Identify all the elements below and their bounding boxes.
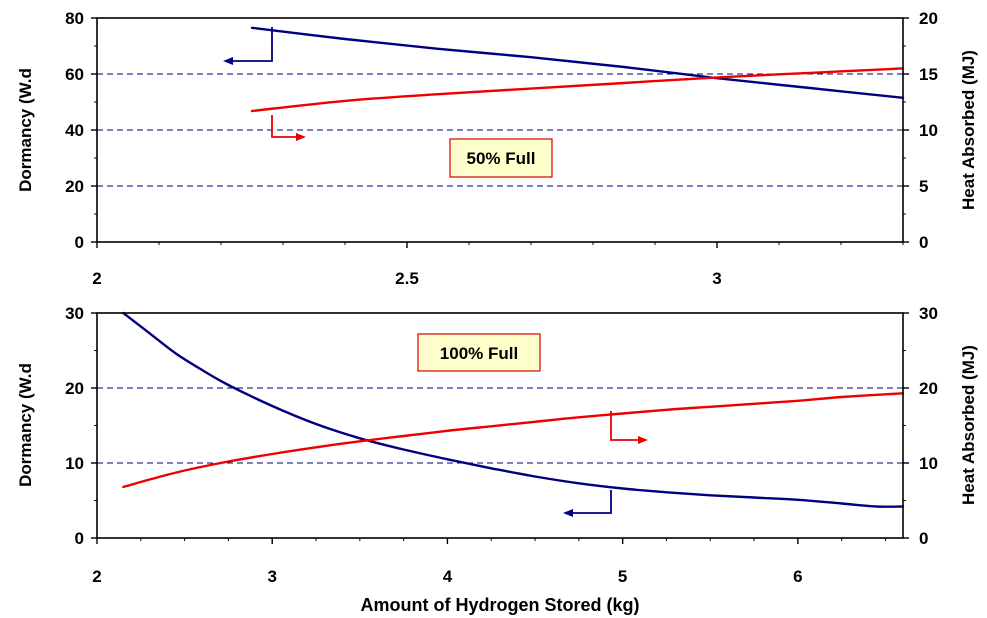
heat-absorbed-line-top	[250, 67, 905, 113]
right-tick-label-0: 0	[919, 529, 928, 548]
right-tick-label-3: 30	[919, 304, 938, 323]
bottom-annotation-text: 100% Full	[440, 344, 518, 363]
left-tick-label-4: 80	[65, 9, 84, 28]
bottom-x-axis-label: Amount of Hydrogen Stored (kg)	[361, 595, 640, 615]
bottom-annotation-frame	[417, 333, 541, 372]
x-tick-label-0: 2	[92, 567, 101, 586]
x-tick-label-3: 5	[618, 567, 627, 586]
left-tick-label-0: 0	[75, 529, 84, 548]
top-tick-labels: 0 20 40 60 80 0 5 10 15 20 2 2.5 3	[65, 9, 938, 288]
top-right-axis-label: Heat Absorbed (MJ)	[959, 50, 978, 210]
bottom-chart: 0 10 20 30 0 10 20 30 2 3 4 5 6 Dormancy (W.d Heat A…	[16, 304, 978, 615]
top-axis-ticks	[91, 17, 909, 248]
right-tick-label-2: 20	[919, 379, 938, 398]
left-tick-label-1: 10	[65, 454, 84, 473]
bottom-left-axis-arrow	[563, 490, 612, 517]
left-tick-label-2: 40	[65, 121, 84, 140]
bottom-annotation-box: 100% Full	[417, 333, 541, 372]
right-tick-label-3: 15	[919, 65, 938, 84]
bottom-series-layer	[122, 311, 905, 508]
left-tick-label-1: 20	[65, 177, 84, 196]
left-tick-label-0: 0	[75, 233, 84, 252]
x-tick-label-4: 6	[793, 567, 802, 586]
x-tick-label-2: 4	[443, 567, 453, 586]
bottom-gridlines	[97, 387, 903, 464]
dormancy-line-bottom	[122, 311, 905, 508]
bottom-left-axis-label: Dormancy (W.d	[16, 363, 35, 487]
left-tick-label-3: 60	[65, 65, 84, 84]
right-tick-label-0: 0	[919, 233, 928, 252]
dormancy-line-top	[250, 26, 905, 99]
x-tick-label-1: 3	[267, 567, 276, 586]
top-annotation-text: 50% Full	[467, 149, 536, 168]
right-tick-label-1: 10	[919, 454, 938, 473]
top-series-layer	[250, 26, 905, 113]
right-tick-label-2: 10	[919, 121, 938, 140]
top-annotation-frame	[449, 138, 553, 178]
x-tick-label-2: 3	[712, 269, 721, 288]
top-chart: 0 20 40 60 80 0 5 10 15 20 2 2.5 3 Dormancy (W.d Hea…	[16, 9, 978, 288]
bottom-right-axis-label: Heat Absorbed (MJ)	[959, 345, 978, 505]
right-tick-label-4: 20	[919, 9, 938, 28]
top-right-axis-arrow	[271, 115, 306, 141]
top-left-axis-label: Dormancy (W.d	[16, 68, 35, 192]
left-tick-label-3: 30	[65, 304, 84, 323]
bottom-axis-ticks	[91, 312, 909, 544]
bottom-right-axis-arrow	[610, 411, 648, 444]
x-tick-label-1: 2.5	[395, 269, 419, 288]
heat-absorbed-line-bottom	[122, 392, 905, 489]
left-tick-label-2: 20	[65, 379, 84, 398]
top-annotation-box: 50% Full	[449, 138, 553, 178]
top-left-axis-arrow	[223, 27, 273, 65]
bottom-tick-labels: 0 10 20 30 0 10 20 30 2 3 4 5 6	[65, 304, 938, 586]
x-tick-label-0: 2	[92, 269, 101, 288]
right-tick-label-1: 5	[919, 177, 928, 196]
